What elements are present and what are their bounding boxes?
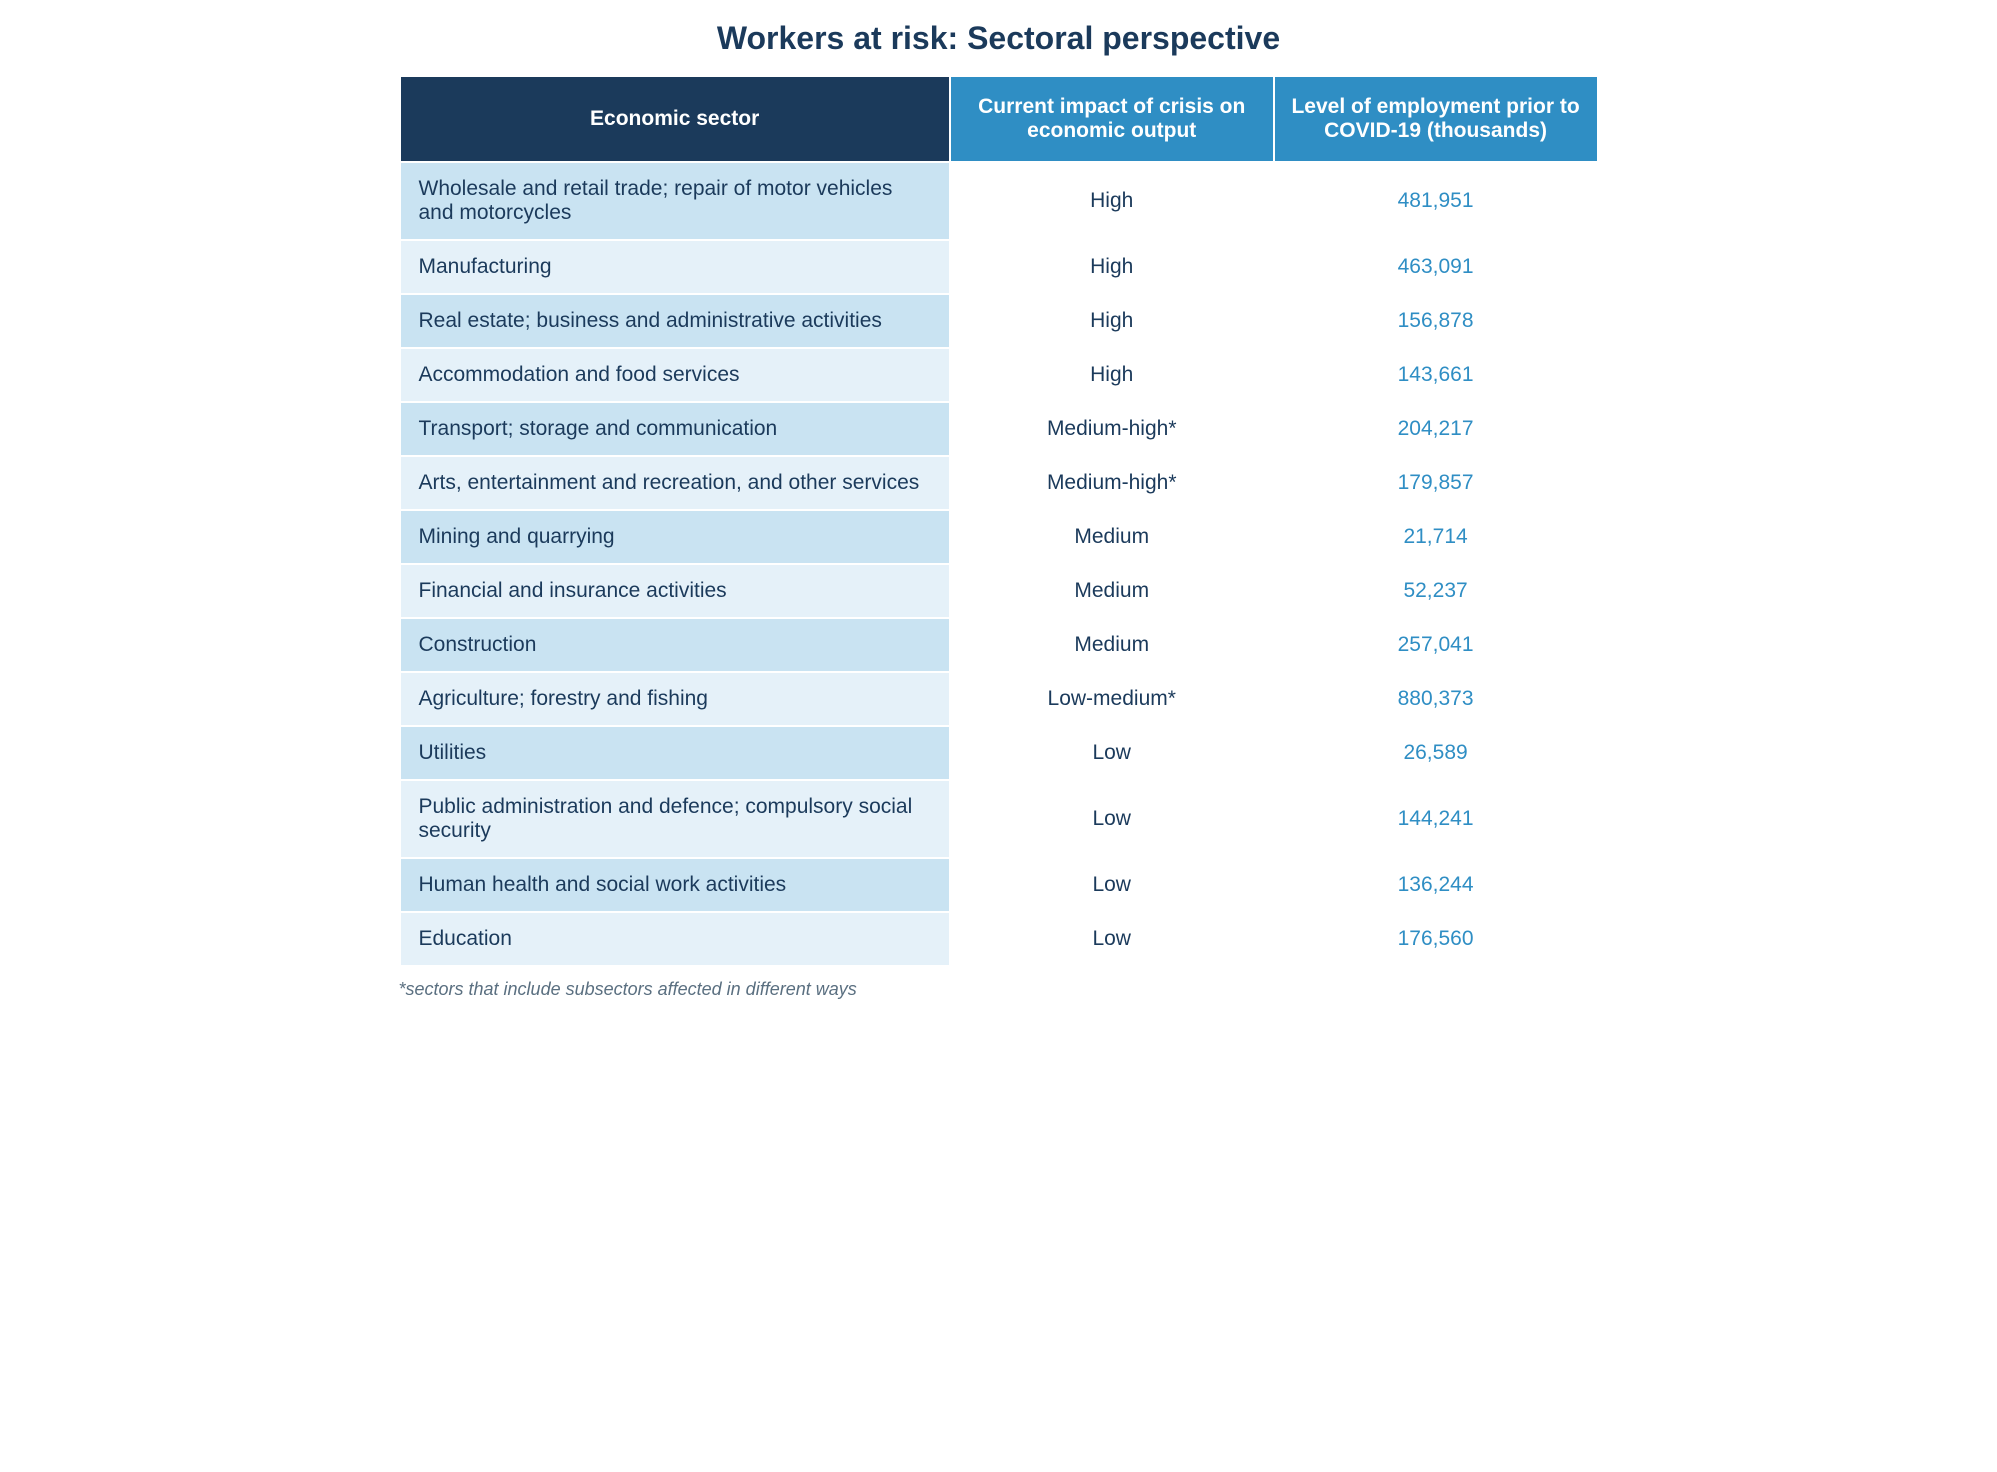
impact-cell: Medium <box>951 619 1273 671</box>
employment-cell: 204,217 <box>1275 403 1597 455</box>
impact-cell: Low <box>951 859 1273 911</box>
employment-cell: 481,951 <box>1275 163 1597 239</box>
employment-cell: 179,857 <box>1275 457 1597 509</box>
page-title: Workers at risk: Sectoral perspective <box>399 20 1599 57</box>
table-row: Arts, entertainment and recreation, and … <box>401 457 1597 509</box>
sector-cell: Manufacturing <box>401 241 949 293</box>
impact-cell: Low <box>951 913 1273 965</box>
employment-cell: 463,091 <box>1275 241 1597 293</box>
sector-cell: Mining and quarrying <box>401 511 949 563</box>
impact-cell: Low-medium* <box>951 673 1273 725</box>
table-row: Financial and insurance activitiesMedium… <box>401 565 1597 617</box>
table-row: Accommodation and food servicesHigh143,6… <box>401 349 1597 401</box>
table-row: Public administration and defence; compu… <box>401 781 1597 857</box>
sector-cell: Utilities <box>401 727 949 779</box>
table-row: Human health and social work activitiesL… <box>401 859 1597 911</box>
impact-cell: Medium-high* <box>951 403 1273 455</box>
employment-cell: 156,878 <box>1275 295 1597 347</box>
impact-cell: High <box>951 241 1273 293</box>
sector-cell: Accommodation and food services <box>401 349 949 401</box>
employment-cell: 144,241 <box>1275 781 1597 857</box>
footnote: *sectors that include subsectors affecte… <box>399 979 1599 1000</box>
table-row: Wholesale and retail trade; repair of mo… <box>401 163 1597 239</box>
page-container: Workers at risk: Sectoral perspective Ec… <box>359 0 1639 1030</box>
table-row: UtilitiesLow26,589 <box>401 727 1597 779</box>
sector-cell: Wholesale and retail trade; repair of mo… <box>401 163 949 239</box>
table-row: Real estate; business and administrative… <box>401 295 1597 347</box>
sector-cell: Agriculture; forestry and fishing <box>401 673 949 725</box>
impact-cell: High <box>951 295 1273 347</box>
employment-cell: 143,661 <box>1275 349 1597 401</box>
table-row: Mining and quarryingMedium21,714 <box>401 511 1597 563</box>
sector-cell: Real estate; business and administrative… <box>401 295 949 347</box>
employment-cell: 26,589 <box>1275 727 1597 779</box>
impact-cell: Medium <box>951 565 1273 617</box>
table-row: ManufacturingHigh463,091 <box>401 241 1597 293</box>
impact-cell: Low <box>951 727 1273 779</box>
employment-cell: 257,041 <box>1275 619 1597 671</box>
employment-cell: 176,560 <box>1275 913 1597 965</box>
header-impact: Current impact of crisis on economic out… <box>951 77 1273 161</box>
employment-cell: 21,714 <box>1275 511 1597 563</box>
table-row: ConstructionMedium257,041 <box>401 619 1597 671</box>
employment-cell: 880,373 <box>1275 673 1597 725</box>
impact-cell: Medium <box>951 511 1273 563</box>
impact-cell: Medium-high* <box>951 457 1273 509</box>
sector-cell: Education <box>401 913 949 965</box>
impact-cell: High <box>951 163 1273 239</box>
sector-cell: Financial and insurance activities <box>401 565 949 617</box>
sector-cell: Transport; storage and communication <box>401 403 949 455</box>
sector-cell: Public administration and defence; compu… <box>401 781 949 857</box>
header-sector: Economic sector <box>401 77 949 161</box>
employment-cell: 136,244 <box>1275 859 1597 911</box>
employment-cell: 52,237 <box>1275 565 1597 617</box>
impact-cell: Low <box>951 781 1273 857</box>
sector-cell: Arts, entertainment and recreation, and … <box>401 457 949 509</box>
table-header-row: Economic sector Current impact of crisis… <box>401 77 1597 161</box>
table-row: EducationLow176,560 <box>401 913 1597 965</box>
impact-cell: High <box>951 349 1273 401</box>
sector-cell: Human health and social work activities <box>401 859 949 911</box>
header-employment: Level of employment prior to COVID-19 (t… <box>1275 77 1597 161</box>
table-row: Transport; storage and communicationMedi… <box>401 403 1597 455</box>
table-row: Agriculture; forestry and fishingLow-med… <box>401 673 1597 725</box>
table-body: Wholesale and retail trade; repair of mo… <box>401 163 1597 965</box>
sector-table: Economic sector Current impact of crisis… <box>399 75 1599 967</box>
sector-cell: Construction <box>401 619 949 671</box>
